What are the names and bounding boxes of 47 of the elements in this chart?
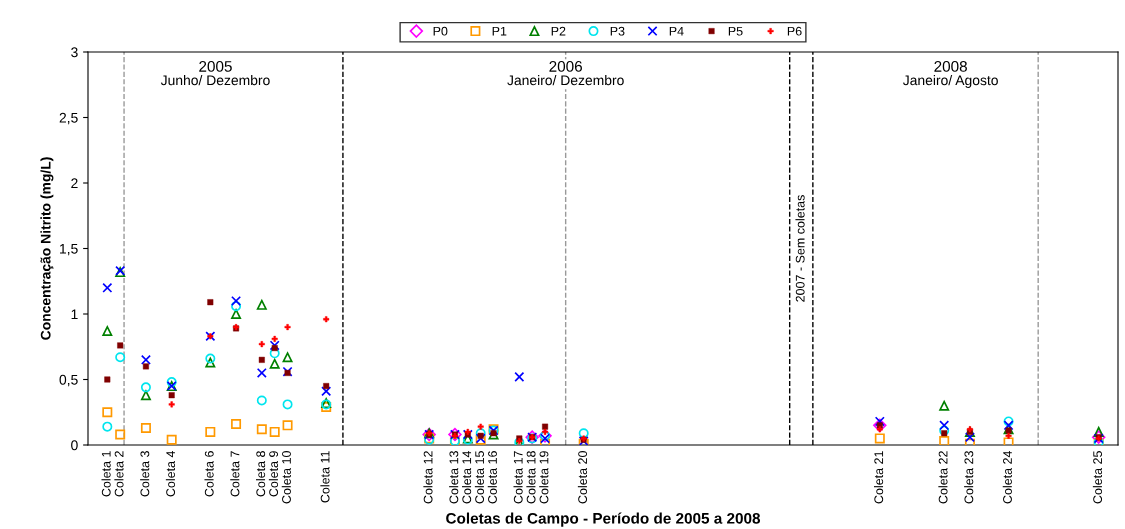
y-tick-label: 2,5 <box>59 112 78 125</box>
legend-label: P0 <box>433 26 448 36</box>
x-tick-label: Coleta 23 <box>964 451 974 504</box>
x-tick-label: Coleta 12 <box>423 451 433 504</box>
y-tick-label: 1 <box>71 309 78 320</box>
legend-label: P4 <box>669 26 684 36</box>
y-tick-label: 2 <box>71 178 78 189</box>
y-tick-label: 3 <box>71 47 78 58</box>
legend-label: P2 <box>551 26 566 36</box>
x-tick-label: Coleta 3 <box>140 451 150 497</box>
annotation: Janeiro/ Dezembro <box>507 75 624 86</box>
x-tick-label: Coleta 10 <box>281 451 291 504</box>
x-tick-label: Coleta 21 <box>873 451 884 504</box>
annotation: 2005 <box>199 61 232 72</box>
y-tick-label: 0 <box>71 440 78 451</box>
x-tick-label: Coleta 8 <box>255 451 266 497</box>
annotation: 2006 <box>549 61 582 72</box>
x-tick-label: Coleta 2 <box>114 451 124 497</box>
x-tick-label: Coleta 14 <box>461 450 472 504</box>
x-tick-label: Coleta 19 <box>539 451 549 504</box>
x-tick-label: Coleta 11 <box>320 451 330 503</box>
x-tick-label: Coleta 18 <box>526 451 536 504</box>
legend-label: P6 <box>787 26 802 36</box>
legend-label: P1 <box>492 26 507 36</box>
x-tick-label: Coleta 4 <box>165 450 176 497</box>
y-tick-label: 0,5 <box>59 374 78 387</box>
x-tick-label: Coleta 20 <box>577 451 588 504</box>
x-tick-label: Coleta 24 <box>1002 450 1012 504</box>
x-tick-label: Coleta 7 <box>230 451 240 497</box>
annotation: 2008 <box>934 61 967 72</box>
annotation: 2007 - Sem coletas <box>795 195 805 302</box>
x-tick-label: Coleta 16 <box>487 451 497 504</box>
x-tick-label: Coleta 17 <box>513 451 523 504</box>
x-axis-title: Coletas de Campo - Período de 2005 a 2008 <box>446 512 761 527</box>
x-tick-label: Coleta 22 <box>938 451 948 504</box>
x-tick-label: Coleta 15 <box>474 451 485 504</box>
x-tick-label: Coleta 25 <box>1092 451 1103 504</box>
y-tick-label: 1,5 <box>60 243 78 256</box>
legend-label: P3 <box>610 26 625 36</box>
annotation: Janeiro/ Agosto <box>902 75 998 88</box>
annotation: Junho/ Dezembro <box>160 75 270 86</box>
x-tick-label: Coleta 6 <box>204 451 214 497</box>
y-axis-title: Concentração Nitrito (mg/L) <box>40 157 54 340</box>
x-tick-label: Coleta 9 <box>268 451 279 497</box>
legend-label: P5 <box>728 26 743 36</box>
x-tick-label: Coleta 1 <box>101 451 111 497</box>
x-tick-label: Coleta 13 <box>449 451 459 504</box>
